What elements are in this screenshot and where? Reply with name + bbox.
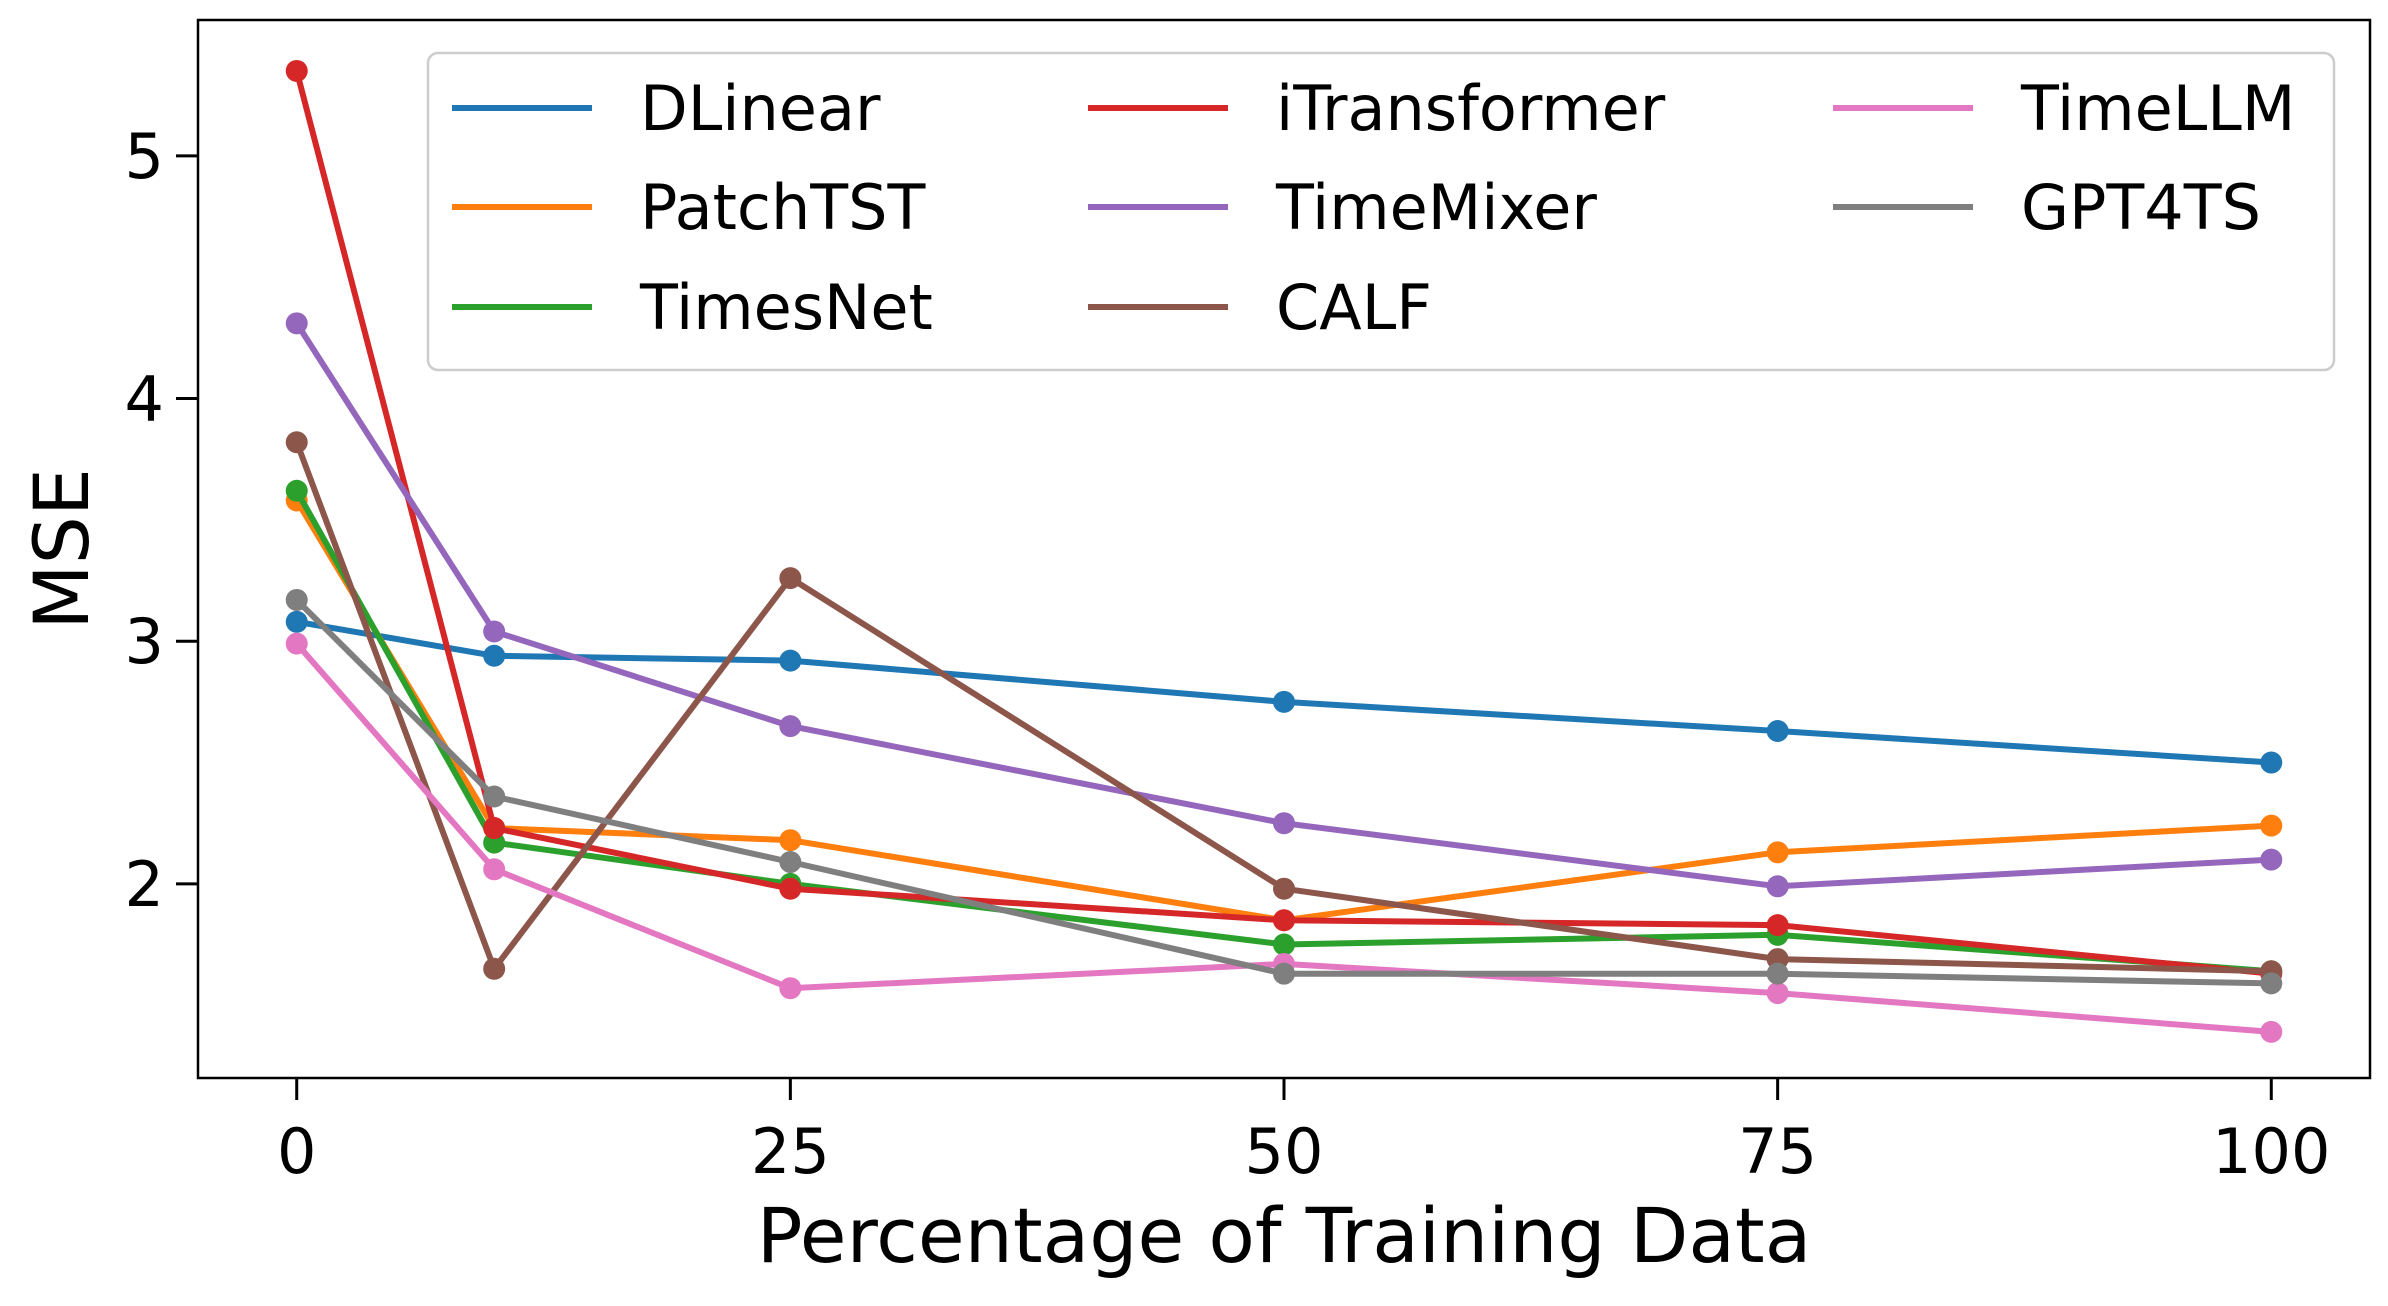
- data-point-timesnet: [285, 479, 308, 502]
- series-line-timemixer: [293, 320, 2275, 890]
- data-point-dlinear: [285, 610, 308, 633]
- legend-label: iTransformer: [1276, 72, 1666, 145]
- data-point-timellm: [1766, 982, 1789, 1005]
- data-point-timellm: [285, 632, 308, 655]
- legend-item-timesnet: TimesNet: [452, 271, 933, 344]
- y-tick-label: 5: [125, 120, 164, 193]
- data-point-calf: [1273, 877, 1295, 900]
- x-tick-label: 25: [751, 1115, 830, 1188]
- series-dlinear: [285, 610, 2283, 774]
- series-gpt4ts: [285, 588, 2283, 995]
- legend-box: [426, 51, 2336, 372]
- x-tick-label: 100: [2212, 1115, 2330, 1188]
- legend-label: PatchTST: [640, 171, 927, 244]
- legend: DLinear PatchTST TimesNet iTransformer TimeM…: [426, 51, 2336, 372]
- data-point-timellm: [483, 858, 506, 881]
- legend-item-timemixer: TimeMixer: [1088, 171, 1597, 244]
- legend-item-timellm: TimeLLM: [1833, 72, 2295, 145]
- x-tick-label: 50: [1245, 1115, 1324, 1188]
- legend-item-itransformer: iTransformer: [1088, 72, 1666, 145]
- series-line-patchtst: [293, 497, 2275, 924]
- data-point-timellm: [2260, 1020, 2283, 1043]
- data-point-calf: [779, 567, 802, 590]
- x-axis-label: Percentage of Training Data: [757, 1191, 1812, 1280]
- series-line-timellm: [293, 640, 2275, 1035]
- data-point-patchtst: [1766, 841, 1789, 864]
- y-axis-ticks: 2 3 4 5: [125, 120, 198, 921]
- data-point-dlinear: [779, 649, 802, 672]
- x-tick-label: 75: [1738, 1115, 1817, 1188]
- data-point-timemixer: [483, 620, 506, 643]
- x-axis-ticks: 0 25 50 75 100: [277, 1078, 2330, 1188]
- data-point-calf: [483, 957, 506, 980]
- legend-label: GPT4TS: [2021, 171, 2261, 244]
- y-axis-label: MSE: [17, 468, 106, 630]
- legend-label: TimeMixer: [1275, 171, 1597, 244]
- data-point-gpt4ts: [285, 588, 308, 611]
- data-point-dlinear: [1273, 690, 1295, 713]
- data-point-timemixer: [1273, 812, 1295, 835]
- data-point-patchtst: [2260, 814, 2283, 837]
- series-itransformer: [285, 59, 2283, 985]
- series-line-itransformer: [293, 68, 2275, 977]
- data-point-timellm: [779, 977, 802, 1000]
- legend-label: TimesNet: [639, 271, 933, 344]
- data-point-itransformer: [483, 817, 506, 840]
- series-timemixer: [285, 312, 2283, 898]
- data-point-itransformer: [1273, 909, 1295, 932]
- data-point-dlinear: [2260, 751, 2283, 774]
- legend-label: TimeLLM: [2020, 72, 2295, 145]
- data-point-timemixer: [779, 715, 802, 738]
- data-point-timemixer: [2260, 848, 2283, 871]
- series-line-timesnet: [293, 487, 2275, 975]
- data-point-gpt4ts: [1766, 962, 1789, 985]
- y-tick-label: 2: [125, 848, 164, 921]
- y-tick-label: 3: [125, 605, 164, 678]
- data-point-itransformer: [1766, 914, 1789, 937]
- legend-label: DLinear: [640, 72, 881, 145]
- legend-item-patchtst: PatchTST: [452, 171, 927, 244]
- legend-items: DLinear PatchTST TimesNet iTransformer TimeM…: [452, 72, 2295, 344]
- legend-item-calf: CALF: [1088, 271, 1432, 344]
- legend-item-gpt4ts: GPT4TS: [1833, 171, 2261, 244]
- legend-label: CALF: [1276, 271, 1432, 344]
- series-layer: [285, 59, 2283, 1043]
- data-point-timemixer: [285, 312, 308, 335]
- data-point-gpt4ts: [1273, 962, 1295, 985]
- x-tick-label: 0: [277, 1115, 316, 1188]
- data-point-timemixer: [1766, 875, 1789, 898]
- data-point-gpt4ts: [779, 851, 802, 874]
- y-tick-label: 4: [125, 363, 164, 436]
- legend-item-dlinear: DLinear: [452, 72, 881, 145]
- series-line-calf: [293, 439, 2275, 975]
- data-point-gpt4ts: [2260, 972, 2283, 995]
- series-line-gpt4ts: [293, 597, 2275, 987]
- data-point-patchtst: [779, 829, 802, 852]
- data-point-calf: [285, 431, 308, 454]
- data-point-itransformer: [779, 877, 802, 900]
- data-point-itransformer: [285, 59, 308, 82]
- data-point-gpt4ts: [483, 785, 506, 808]
- series-line-dlinear: [293, 618, 2275, 766]
- data-point-timesnet: [1273, 933, 1295, 956]
- data-point-dlinear: [483, 644, 506, 667]
- data-point-dlinear: [1766, 719, 1789, 742]
